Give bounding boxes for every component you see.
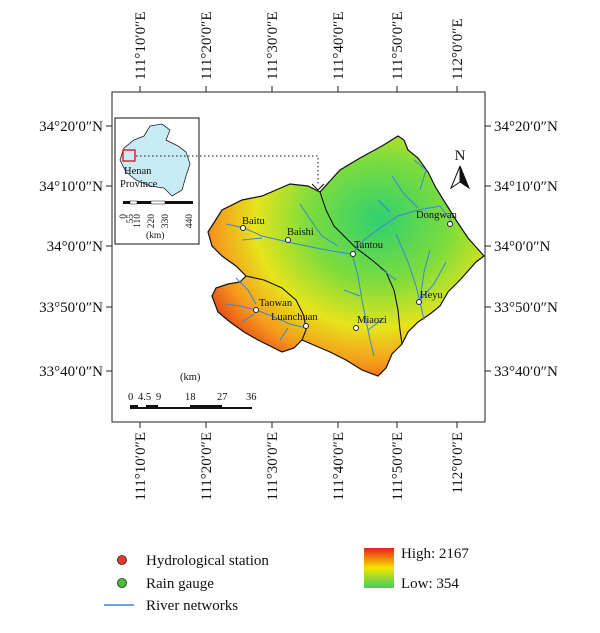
inset-scale-tick: 440 [185,214,195,229]
right-lat-label: 33°40′0″N [494,364,558,380]
right-lat-label: 33°50′0″N [494,300,558,316]
basin-dem [207,135,485,377]
legend-rain-label: Rain gauge [146,576,214,592]
bottom-longitude-labels: 111°10′0″E 111°20′0″E 111°30′0″E 111°40′… [133,432,466,501]
left-lat-label: 34°0′0″N [47,239,104,255]
inset-scale-tick: 110 [133,214,143,228]
right-lat-label: 34°20′0″N [494,119,558,135]
scale-tick: 18 [185,392,196,403]
bottom-lon-label: 111°30′0″E [265,432,281,501]
inset-scale-tick: 55 [126,214,136,224]
right-lat-label: 34°10′0″N [494,179,558,195]
legend-low-label: Low: 354 [401,576,459,592]
scale-tick: 36 [246,392,257,403]
henan-province-shape [119,123,191,197]
legend-high-label: High: 2167 [401,546,469,562]
station-marker [416,299,422,305]
legend: Hydrological station Rain gauge River ne… [104,546,469,614]
station-marker [350,251,356,257]
inset-scale-tick: 0 [119,214,129,219]
top-longitude-labels: 111°10′0″E 111°20′0″E 111°30′0″E 111°40′… [133,11,466,80]
inset-leader-line [136,155,319,186]
bottom-lon-label: 111°10′0″E [133,432,149,501]
inset-map: Henan Province 0 55 110 220 330 440 (km) [114,117,200,245]
north-arrow-icon: N [449,148,471,190]
scale-tick: 0 [128,392,133,403]
bottom-lon-label: 111°50′0″E [390,432,406,501]
station-label-taowan: Taowan [259,298,293,309]
top-ticks [106,86,491,428]
left-lat-label: 34°20′0″N [39,119,103,135]
station-label-tantou: Tantou [354,240,384,251]
top-lon-label: 111°20′0″E [199,11,215,80]
river-networks [225,159,453,357]
hydro-station-symbol [117,555,127,565]
station-label-baishi: Baishi [287,227,314,238]
inset-label-henan: Henan [124,166,152,177]
scale-tick: 4.5 [138,392,151,403]
legend-river-label: River networks [146,598,238,614]
scale-tick: 9 [156,392,161,403]
rain-gauge-symbol [117,578,127,588]
inset-scale-tick: 220 [147,214,157,229]
station-marker [353,325,359,331]
station-marker [240,225,246,231]
stations: Baitu Baishi Tantou Dongwan Heyu Taowan … [240,210,458,331]
left-lat-label: 33°50′0″N [39,300,103,316]
station-marker [253,307,259,313]
inset-scale-tick: 330 [161,214,171,229]
station-marker [285,237,291,243]
inset-label-province: Province [120,179,158,190]
station-label-baitu: Baitu [242,216,265,227]
legend-hydro-label: Hydrological station [146,553,269,569]
scale-unit: (km) [180,372,201,383]
station-label-luanchuan: Luanchuan [271,312,318,323]
top-lon-label: 111°10′0″E [133,11,149,80]
right-latitude-labels: 34°20′0″N 34°10′0″N 34°0′0″N 33°50′0″N 3… [494,119,558,380]
top-lon-label: 112°0′0″E [450,18,466,80]
study-area-box [122,149,136,162]
bottom-lon-label: 111°20′0″E [199,432,215,501]
top-lon-label: 111°40′0″E [331,11,347,80]
station-marker [447,221,453,227]
north-label: N [455,148,466,164]
station-label-dongwan: Dongwan [416,210,458,221]
leader-arrow-icon [311,183,325,191]
elevation-ramp [364,548,394,588]
station-label-heyu: Heyu [420,290,443,301]
top-lon-label: 111°30′0″E [265,11,281,80]
bottom-lon-label: 111°40′0″E [331,432,347,501]
right-lat-label: 34°0′0″N [494,239,551,255]
left-lat-label: 33°40′0″N [39,364,103,380]
scale-bar: (km) 0 4.5 9 18 27 36 [128,372,257,409]
bottom-lon-label: 112°0′0″E [450,432,466,494]
station-marker [303,323,309,329]
left-lat-label: 34°10′0″N [39,179,103,195]
station-label-miaozi: Miaozi [357,315,387,326]
left-latitude-labels: 34°20′0″N 34°10′0″N 34°0′0″N 33°50′0″N 3… [39,119,103,380]
scale-tick: 27 [217,392,228,403]
inset-scale-unit: (km) [146,230,164,241]
subbasin-boundaries [245,191,403,345]
top-lon-label: 111°50′0″E [390,11,406,80]
